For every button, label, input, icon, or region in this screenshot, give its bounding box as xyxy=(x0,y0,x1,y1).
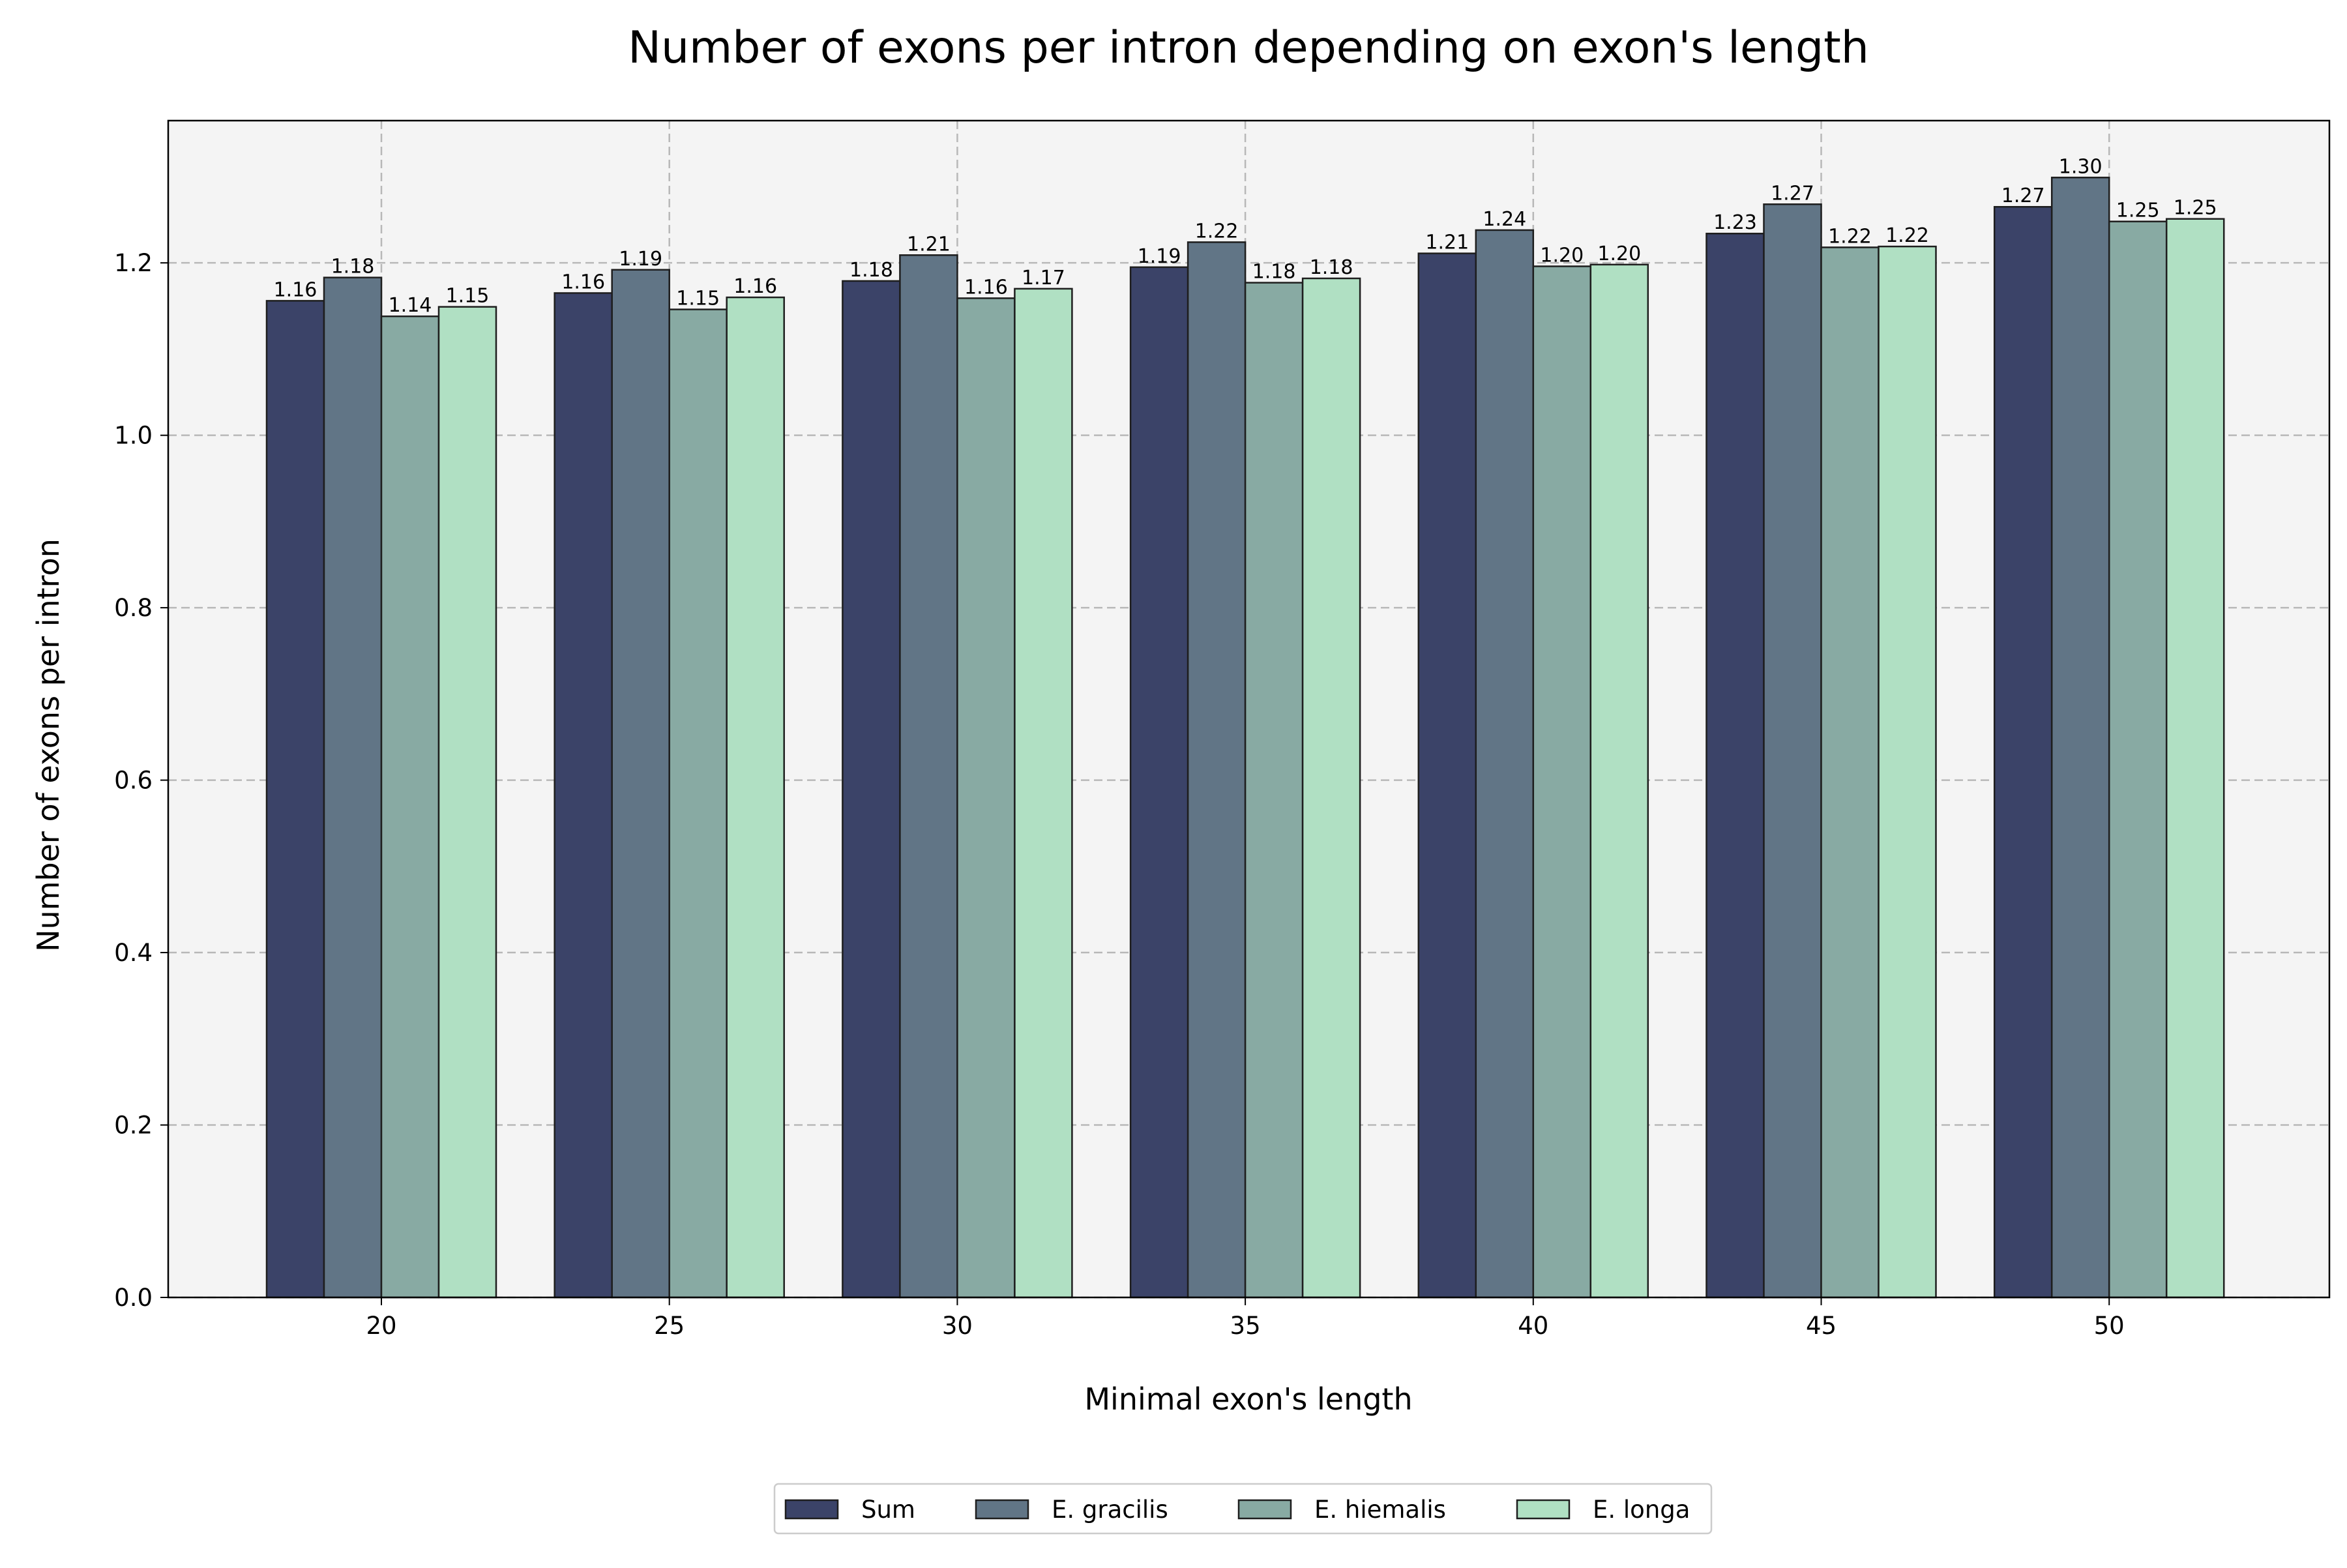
legend-label-sum: Sum xyxy=(861,1496,915,1524)
x-tick-label: 35 xyxy=(1230,1312,1261,1340)
x-tick-label: 45 xyxy=(1806,1312,1837,1340)
bar-e-longa[interactable] xyxy=(1301,277,1361,1299)
x-tick-label: 50 xyxy=(2094,1312,2125,1340)
data-label-e-gracilis: 1.22 xyxy=(1195,220,1239,243)
bar-e-longa[interactable] xyxy=(1014,288,1073,1299)
legend-label-e-longa: E. longa xyxy=(1593,1496,1690,1524)
data-label-e-longa: 1.15 xyxy=(446,285,490,308)
bar-sum[interactable] xyxy=(1993,205,2053,1299)
data-label-sum: 1.16 xyxy=(274,278,317,301)
bar-sum[interactable] xyxy=(1129,266,1189,1299)
y-tick-label: 0.6 xyxy=(114,767,153,795)
bar-e-hiemalis[interactable] xyxy=(1244,282,1304,1299)
data-label-sum: 1.21 xyxy=(1425,231,1469,254)
data-label-sum: 1.18 xyxy=(849,259,893,282)
legend-label-e-hiemalis: E. hiemalis xyxy=(1314,1496,1446,1524)
plot-area: 0.0 0.2 0.4 0.6 0.8 1.0 1.2 20 25 30 35 40 45 50 1.16 1… xyxy=(114,119,2331,1340)
data-label-e-hiemalis: 1.22 xyxy=(1828,225,1872,248)
data-label-e-longa: 1.22 xyxy=(1885,224,1929,247)
x-axis-label: Minimal exon's length xyxy=(1084,1382,1412,1417)
data-label-e-gracilis: 1.19 xyxy=(619,248,662,271)
y-axis-label: Number of exons per intron xyxy=(31,539,66,952)
data-label-e-longa: 1.18 xyxy=(1310,256,1353,279)
bar-sum[interactable] xyxy=(554,292,613,1299)
x-tick-label: 20 xyxy=(366,1312,396,1340)
legend-swatch-sum xyxy=(784,1499,839,1520)
legend-label-e-gracilis: E. gracilis xyxy=(1052,1496,1168,1524)
x-tick-label: 40 xyxy=(1518,1312,1548,1340)
y-tick-label: 0.4 xyxy=(114,939,153,967)
bar-e-gracilis[interactable] xyxy=(1763,203,1822,1299)
x-tick-label: 30 xyxy=(942,1312,973,1340)
data-label-e-gracilis: 1.21 xyxy=(907,233,951,256)
x-tick-label: 25 xyxy=(654,1312,685,1340)
bar-e-hiemalis[interactable] xyxy=(380,315,440,1299)
data-label-e-gracilis: 1.27 xyxy=(1771,182,1814,205)
bar-sum[interactable] xyxy=(1705,232,1765,1299)
bar-e-longa[interactable] xyxy=(726,296,785,1299)
bar-e-hiemalis[interactable] xyxy=(1532,265,1592,1299)
data-label-sum: 1.27 xyxy=(2001,185,2045,207)
bar-e-gracilis[interactable] xyxy=(611,269,670,1299)
data-label-e-gracilis: 1.24 xyxy=(1483,208,1526,231)
data-label-e-hiemalis: 1.25 xyxy=(2116,200,2160,222)
data-label-e-longa: 1.17 xyxy=(1022,267,1065,289)
data-label-e-longa: 1.20 xyxy=(1597,243,1641,265)
data-label-sum: 1.16 xyxy=(561,271,605,293)
bar-e-gracilis[interactable] xyxy=(899,254,958,1299)
data-label-e-longa: 1.25 xyxy=(2174,197,2217,220)
bar-sum[interactable] xyxy=(842,280,901,1299)
y-tick-label: 0.2 xyxy=(114,1112,153,1140)
bar-e-longa[interactable] xyxy=(2165,218,2225,1299)
data-label-e-gracilis: 1.30 xyxy=(2059,155,2103,178)
data-label-e-longa: 1.16 xyxy=(733,275,777,298)
bar-sum[interactable] xyxy=(265,300,325,1299)
data-label-e-hiemalis: 1.14 xyxy=(389,294,432,317)
bar-e-hiemalis[interactable] xyxy=(1820,246,1880,1299)
legend-swatch-e-hiemalis xyxy=(1237,1499,1292,1520)
bar-e-longa[interactable] xyxy=(1878,245,1937,1299)
data-label-e-hiemalis: 1.18 xyxy=(1252,261,1296,284)
chart-title: Number of exons per intron depending on … xyxy=(628,22,1869,74)
y-tick-label: 1.0 xyxy=(114,422,153,450)
data-label-e-hiemalis: 1.20 xyxy=(1540,244,1584,267)
y-tick-label: 0.0 xyxy=(114,1284,153,1312)
bar-sum[interactable] xyxy=(1417,252,1477,1299)
data-label-e-hiemalis: 1.16 xyxy=(964,276,1008,299)
bar-e-hiemalis[interactable] xyxy=(2108,220,2168,1299)
bar-e-longa[interactable] xyxy=(437,306,497,1299)
data-label-sum: 1.19 xyxy=(1138,245,1181,268)
bar-e-longa[interactable] xyxy=(1589,263,1649,1299)
y-tick-label: 0.8 xyxy=(114,594,153,622)
legend-swatch-e-longa xyxy=(1516,1499,1571,1520)
bar-e-gracilis[interactable] xyxy=(1187,241,1247,1299)
legend: Sum E. gracilis E. hiemalis E. longa xyxy=(773,1483,1713,1535)
y-tick-label: 1.2 xyxy=(114,249,153,277)
plot-frame xyxy=(167,119,2331,1299)
data-label-e-gracilis: 1.18 xyxy=(331,256,375,278)
data-label-e-hiemalis: 1.15 xyxy=(676,288,720,310)
legend-swatch-e-gracilis xyxy=(975,1499,1029,1520)
bar-e-gracilis[interactable] xyxy=(1475,229,1535,1299)
bar-e-hiemalis[interactable] xyxy=(668,308,728,1299)
bar-e-hiemalis[interactable] xyxy=(956,297,1016,1299)
bar-e-gracilis[interactable] xyxy=(2050,177,2110,1299)
bar-e-gracilis[interactable] xyxy=(323,276,383,1299)
data-label-sum: 1.23 xyxy=(1713,211,1757,234)
